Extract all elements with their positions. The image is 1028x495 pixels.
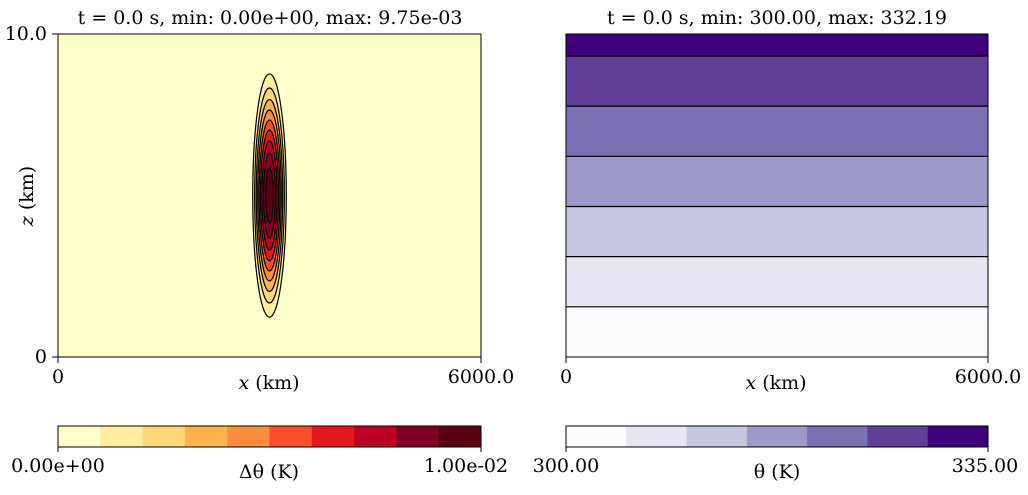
right-xlabel: x (km) [745,372,806,394]
right-band-4 [566,106,988,157]
left-colorbar-bin-7 [354,426,397,447]
right-colorbar-min-label: 300.00 [533,455,599,477]
left-ylabel: z (km) [16,166,38,227]
left-ytick-label-1: 10.0 [5,23,47,45]
right-band-1 [566,256,988,308]
right-xtick-label-0: 0 [560,366,572,388]
right-colorbar-max-label: 335.00 [952,455,1018,477]
right-colorbar-label: θ (K) [754,461,801,483]
left-contour-9 [265,167,274,224]
left-xlabel: x (km) [238,372,299,394]
left-colorbar-bin-5 [269,426,313,447]
right-colorbar-bin-3 [746,426,808,447]
left-colorbar-bin-8 [396,426,440,447]
right-band-3 [566,156,988,207]
right-band-5 [566,55,988,107]
left-colorbar-bin-1 [100,426,144,447]
right-axes-frame [565,33,989,358]
right-band-0 [566,306,988,358]
left-title: t = 0.0 s, min: 0.00e+00, max: 9.75e-03 [78,7,463,29]
right-panel: t = 0.0 s, min: 300.00, max: 332.19 0 60… [533,7,1021,483]
left-xtick-label-1: 6000.0 [448,366,514,388]
left-colorbar-bin-4 [227,426,270,447]
right-colorbar-bin-6 [927,426,989,447]
left-colorbar-bin-9 [438,426,482,447]
left-colorbar-bin-6 [311,426,355,447]
right-colorbar-bin-5 [867,426,929,447]
right-colorbar [566,426,989,447]
left-xtick-label-0: 0 [52,366,64,388]
left-colorbar-frame [57,425,482,448]
right-band-2 [566,206,988,258]
right-colorbar-bin-2 [686,426,748,447]
right-band-6 [566,34,988,57]
left-plot-area [58,34,481,357]
left-colorbar-label: Δθ (K) [239,461,299,483]
right-xtick-label-1: 6000.0 [955,366,1021,388]
left-panel: t = 0.0 s, min: 0.00e+00, max: 9.75e-03 … [5,7,515,483]
left-colorbar-min-label: 0.00e+00 [11,455,105,477]
left-colorbar [58,426,482,447]
left-colorbar-bin-3 [184,426,228,447]
left-colorbar-max-label: 1.00e-02 [424,455,508,477]
right-plot-area [566,34,988,358]
right-colorbar-bin-0 [566,426,627,447]
right-colorbar-frame [565,425,989,448]
left-ytick-label-0: 0 [35,346,47,368]
left-axes-frame [57,33,482,358]
left-colorbar-bin-2 [142,426,186,447]
left-colorbar-bin-0 [58,426,101,447]
right-title: t = 0.0 s, min: 300.00, max: 332.19 [607,7,947,29]
right-colorbar-bin-4 [807,426,868,447]
right-colorbar-bin-1 [626,426,688,447]
